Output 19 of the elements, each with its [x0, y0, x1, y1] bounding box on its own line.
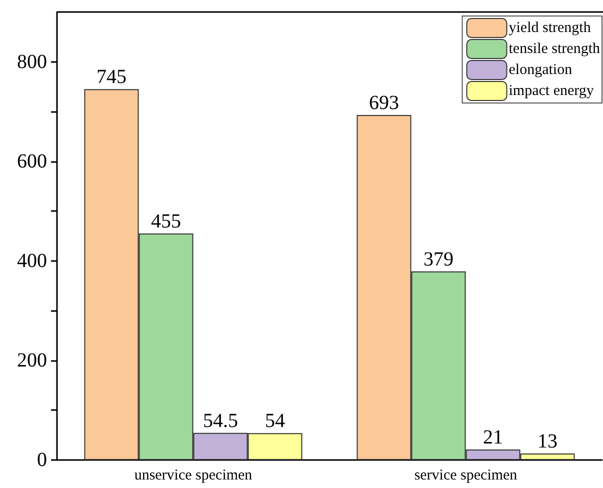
- legend-label: tensile strength: [508, 41, 600, 57]
- data-label: 693: [369, 92, 399, 114]
- data-label: 54.5: [203, 410, 238, 432]
- x-tick-label: unservice specimen: [134, 468, 253, 484]
- data-label: 379: [424, 248, 454, 270]
- y-tick-label: 200: [17, 349, 47, 372]
- legend-label: yield strength: [508, 20, 592, 36]
- data-label: 13: [538, 430, 558, 453]
- legend-label: elongation: [508, 62, 573, 78]
- data-label: 54: [265, 410, 285, 432]
- data-label: 455: [151, 210, 181, 233]
- x-tick-label: service specimen: [414, 468, 518, 484]
- y-tick-label: 400: [17, 250, 47, 272]
- y-tick-label: 0: [37, 449, 47, 471]
- data-label: 21: [483, 426, 503, 449]
- data-label: 745: [96, 66, 126, 88]
- y-tick-label: 800: [17, 50, 47, 73]
- y-tick-label: 600: [17, 150, 47, 172]
- legend-label: impact energy: [508, 83, 594, 99]
